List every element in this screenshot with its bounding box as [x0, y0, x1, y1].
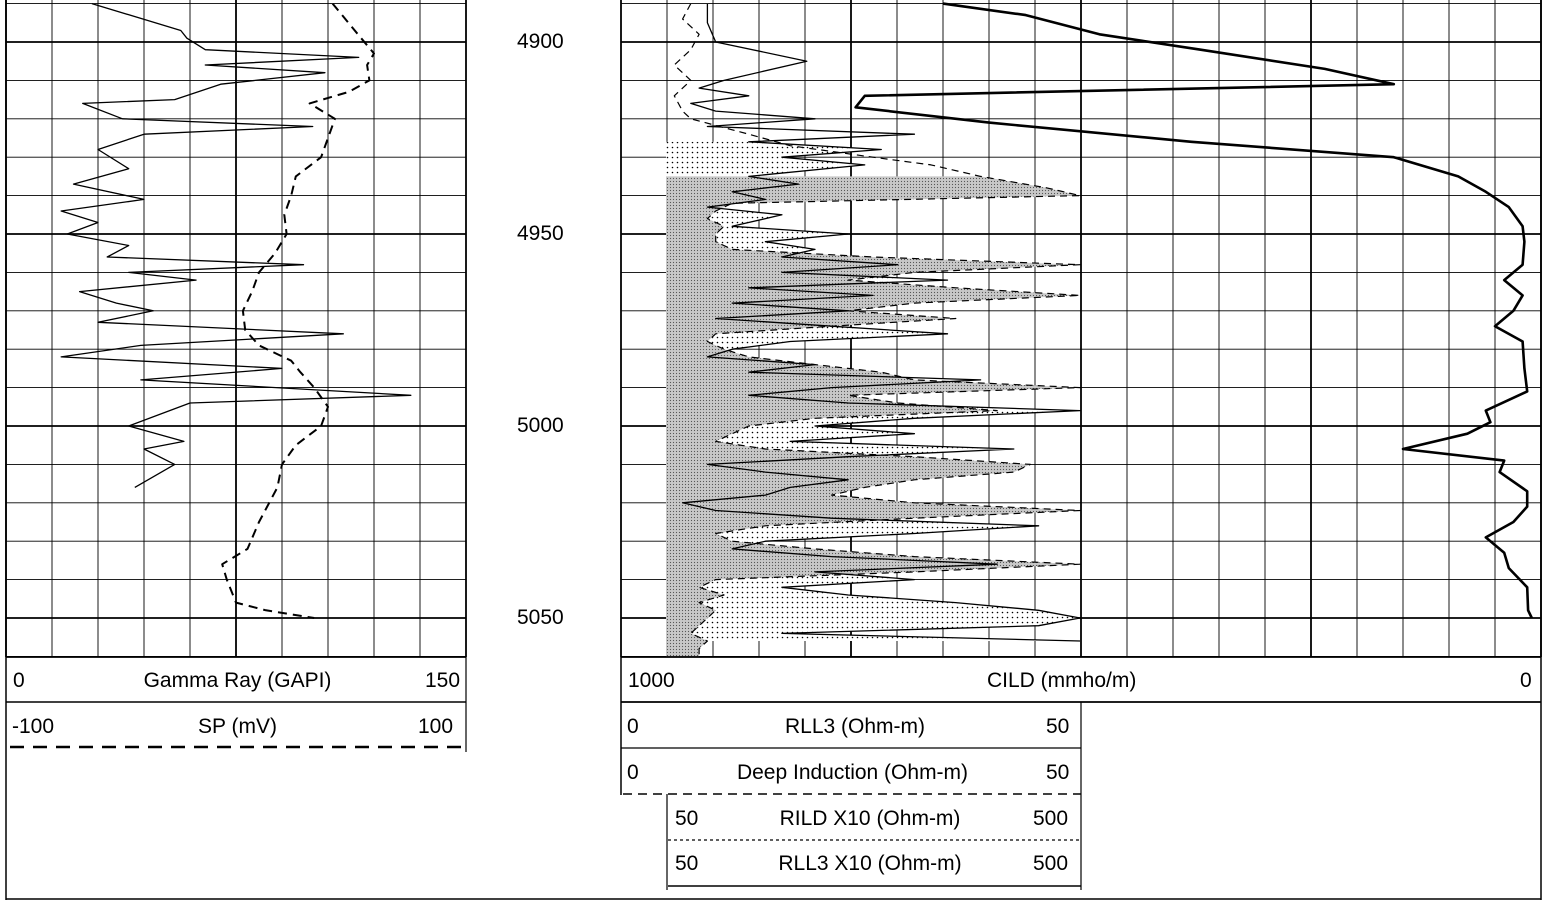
- depth-tick-label: 4900: [517, 30, 564, 53]
- rll3x10-label: RLL3 X10 (Ohm-m): [778, 852, 962, 875]
- cild-curve: [854, 2, 1533, 619]
- deep-max: 50: [1046, 761, 1070, 784]
- rild10-max: 500: [1033, 807, 1069, 830]
- depth-tick-label: 5050: [517, 606, 564, 629]
- gamma-ray-curve: [60, 2, 412, 488]
- rll3-curve: [681, 3, 1081, 642]
- rll3-label: RLL3 (Ohm-m): [784, 715, 926, 738]
- rll3x10-min: 50: [675, 852, 699, 875]
- deep-label: Deep Induction (Ohm-m): [736, 761, 969, 784]
- deep-induction-grey-fill: [666, 176, 1080, 657]
- deep-induction-curve: [673, 3, 1081, 657]
- rll3-max: 50: [1046, 715, 1070, 738]
- cild-min: 1000: [628, 669, 675, 692]
- cild-max: 0: [1520, 669, 1532, 692]
- sp-label: SP (mV): [198, 715, 277, 738]
- rild10-min: 50: [675, 807, 699, 830]
- cild-label: CILD (mmho/m): [987, 669, 1137, 692]
- gamma-min: 0: [13, 669, 25, 692]
- resistivity-fills: [666, 141, 1080, 657]
- deep-min: 0: [627, 761, 639, 784]
- sp-min: -100: [12, 715, 55, 738]
- log-curves: [60, 2, 1533, 657]
- left-track-grid: [5, 0, 467, 657]
- gamma-max: 150: [425, 669, 461, 692]
- rll3-min: 0: [627, 715, 639, 738]
- rll3x10-max: 500: [1033, 852, 1069, 875]
- depth-tick-label: 5000: [517, 414, 564, 437]
- header-frame: [5, 0, 1542, 900]
- sp-curve: [221, 2, 375, 619]
- sp-max: 100: [418, 715, 454, 738]
- gamma-label: Gamma Ray (GAPI): [143, 669, 332, 692]
- rild10-label: RILD X10 (Ohm-m): [779, 807, 961, 830]
- depth-tick-label: 4950: [517, 222, 564, 245]
